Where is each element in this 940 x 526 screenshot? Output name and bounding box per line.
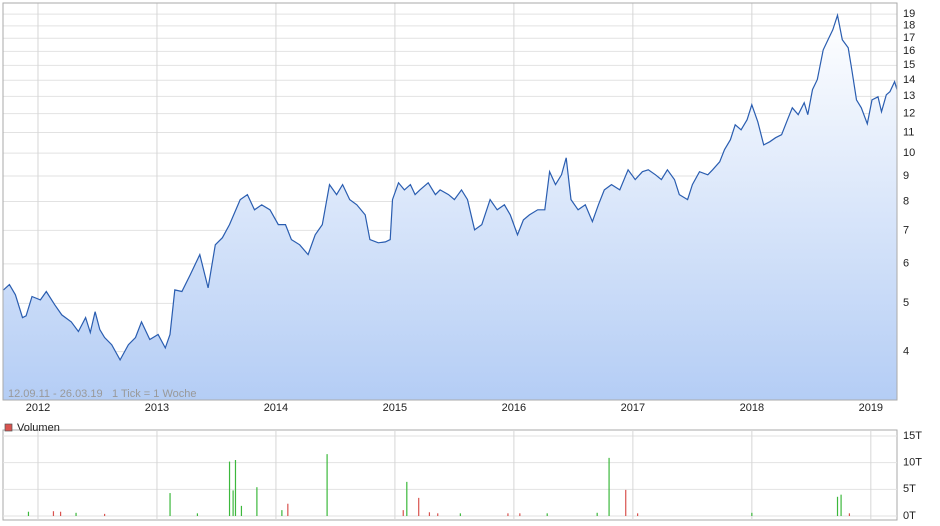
y-tick-label: 7 [903, 224, 909, 236]
volume-bar [402, 510, 404, 516]
y-tick-label: 17 [903, 32, 915, 44]
y-tick-label: 11 [903, 126, 914, 138]
x-tick-label: 2017 [621, 402, 645, 414]
volume-bar [596, 512, 598, 516]
volume-bar [232, 490, 234, 516]
volume-bar [75, 512, 77, 516]
volume-bar [196, 513, 199, 516]
volume-bar [608, 457, 610, 516]
y-tick-label: 10T [903, 457, 922, 469]
x-tick-label: 2015 [383, 402, 407, 414]
volume-bar [406, 481, 408, 516]
volume-bar [326, 454, 328, 516]
volume-bar [59, 511, 62, 516]
y-tick-label: 10 [903, 147, 915, 159]
volume-bar [234, 460, 237, 516]
y-tick-label: 15T [903, 430, 922, 442]
y-tick-label: 14 [903, 74, 915, 86]
y-tick-label: 5 [903, 297, 909, 309]
volume-bar [519, 513, 521, 516]
date-range: 12.09.11 - 26.03.19 [8, 388, 103, 400]
volume-bar [240, 505, 243, 516]
y-tick-label: 19 [903, 8, 915, 20]
plot-frame [2, 429, 898, 521]
x-tick-label: 2012 [26, 402, 50, 414]
volume-bar [169, 493, 171, 516]
x-tick-label: 2019 [859, 402, 883, 414]
y-tick-label: 0T [903, 510, 916, 522]
y-tick-label: 12 [903, 108, 915, 120]
x-tick-label: 2018 [740, 402, 764, 414]
volume-bar [840, 494, 842, 516]
volume-bar [848, 513, 851, 516]
legend-swatch [4, 423, 13, 432]
volume-bar [836, 496, 839, 516]
volume-bar [281, 510, 283, 516]
volume-bar [256, 487, 258, 516]
volume-bar [428, 512, 431, 516]
price-line [3, 12, 898, 362]
x-tick-label: 2014 [264, 402, 288, 414]
y-tick-label: 5T [903, 483, 916, 495]
y-tick-label: 4 [903, 346, 909, 358]
y-tick-label: 18 [903, 20, 915, 32]
legend-label: Volumen [17, 422, 60, 434]
area [3, 15, 898, 401]
y-tick-label: 16 [903, 45, 915, 57]
x-tick-label: 2016 [502, 402, 526, 414]
y-tick-label: 8 [903, 195, 909, 207]
y-tick-label: 9 [903, 170, 909, 182]
volume-bar [437, 513, 439, 516]
volume-bar [751, 512, 753, 516]
volume-bar [625, 489, 627, 516]
y-tick-label: 15 [903, 59, 915, 71]
volume-bar [52, 511, 55, 516]
volume-bar [27, 511, 30, 516]
volume-bar [228, 461, 231, 516]
y-tick-label: 6 [903, 258, 909, 270]
volume-bar [507, 513, 509, 516]
volume-bar [459, 513, 461, 516]
volume-bar [418, 497, 420, 516]
y-tick-label: 13 [903, 90, 915, 102]
volume-bar [287, 503, 289, 516]
volume-bar [104, 513, 106, 516]
tick-note: 1 Tick = 1 Woche [112, 388, 196, 400]
volume-bar [546, 513, 548, 516]
x-tick-label: 2013 [145, 402, 169, 414]
volume-bar [637, 513, 639, 516]
frame-line [2, 2, 898, 401]
